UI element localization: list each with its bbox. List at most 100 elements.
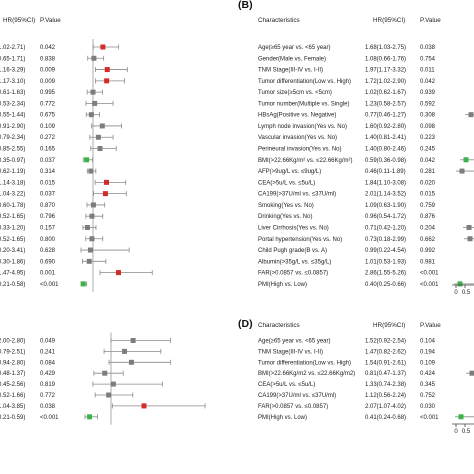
panel-b-ci-text: 1.08(0.66-1.76) xyxy=(365,56,406,62)
panel-b-ci-text: 1.72(1.02-2.90) xyxy=(365,79,406,85)
panel-a-ci-text: 1.02-2.71) xyxy=(0,45,25,51)
panel-b-hr-point xyxy=(467,236,473,242)
panel-a-p-value: 0.800 xyxy=(40,237,56,243)
panel-b-label: (B) xyxy=(238,0,253,11)
panel-b-p-value: 0.245 xyxy=(420,147,436,153)
panel-b-row-label: BMI(>22.66Kg/m² vs. ≤22.66Kg/m²) xyxy=(258,158,353,164)
panel-b-row-label: Gender(Male vs. Female) xyxy=(258,56,326,62)
panel-b-row-label: Drinking(Yes vs. No) xyxy=(258,214,312,220)
panel-c-hr-point xyxy=(141,403,147,409)
panel-d-p-value: 0.752 xyxy=(420,393,436,399)
panel-b-ci-text: 1.68(1.03-2.75) xyxy=(365,45,406,51)
panel-a-p-value: 0.690 xyxy=(40,259,56,265)
panel-a-hr-point xyxy=(88,168,94,174)
panel-b-hr-point xyxy=(466,224,472,230)
panel-b-hr-point xyxy=(457,281,463,287)
panel-a-hr-point xyxy=(87,247,93,253)
panel-a-p-value: 0.165 xyxy=(40,147,56,153)
panel-b-p-value: 0.981 xyxy=(420,259,436,265)
panel-d-ci-text: 2.07(1.07-4.02) xyxy=(365,404,406,410)
panel-d-row-label: BMI(>22.66Kg/m2 vs. ≤22.66Kg/m2) xyxy=(258,371,355,377)
panel-b-p-value: 0.011 xyxy=(420,68,435,74)
panel-b-ci-text: 0.59(0.36-0.98) xyxy=(365,158,406,164)
panel-a-p-value: 0.037 xyxy=(40,192,56,198)
panel-b-row-label: Smoking(Yes vs. No) xyxy=(258,203,314,209)
panel-a-ci-text: 0.79-2.34) xyxy=(0,135,25,141)
panel-d-row-label: PMI(High vs. Low) xyxy=(258,415,307,421)
panel-b-row-label: Perineural invasion(Yes vs. No) xyxy=(258,147,341,153)
panel-c-p-value: 0.241 xyxy=(40,349,56,355)
panel-d-tick-label-0: 0 xyxy=(454,429,458,435)
panel-d-ci-text: 1.47(0.82-2.62) xyxy=(365,349,406,355)
panel-b-row-label: TNM Stage(III-IV vs. I-II) xyxy=(258,68,323,74)
panel-a-hr-point xyxy=(84,157,90,163)
panel-a-p-value: 0.675 xyxy=(40,113,56,119)
panel-a-p-value: 0.838 xyxy=(40,56,56,62)
panel-b-row-label: Child Pugh grade(B vs. A) xyxy=(258,248,327,254)
panel-b-p-value: 0.939 xyxy=(420,90,436,96)
panel-b-row-label: Portal hypertension(Yes vs. No) xyxy=(258,237,342,243)
panel-c-ci-text: 0.94-2.80) xyxy=(0,360,25,366)
panel-a-hr-point xyxy=(90,89,96,95)
panel-b-ci-text: 0.96(0.54-1.72) xyxy=(365,214,406,220)
panel-a-ci-text: 0.55-1.44) xyxy=(0,113,25,119)
panel-a-p-value: 0.009 xyxy=(40,68,56,74)
panel-a-p-value: 0.109 xyxy=(40,124,56,130)
panel-c-p-value: 0.084 xyxy=(40,360,56,366)
panel-b-hr-point xyxy=(468,112,474,118)
panel-a-p-value: 0.272 xyxy=(40,135,56,141)
panel-b-ci-text: 2.86(1.55-5.26) xyxy=(365,271,406,277)
panel-c-hr-point xyxy=(87,414,93,420)
panel-c-p-value: 0.429 xyxy=(40,371,56,377)
panel-b-p-value: <0.001 xyxy=(420,282,439,288)
panel-a-p-value: 0.628 xyxy=(40,248,56,254)
panel-a-hr-point xyxy=(92,100,98,106)
panel-b-p-value: 0.020 xyxy=(420,180,436,186)
panel-d-p-value: 0.030 xyxy=(420,404,436,410)
panel-a-hr-point xyxy=(90,202,96,208)
panel-a-hr-point xyxy=(89,236,95,242)
panel-b-ci-text: 0.73(0.18-2.99) xyxy=(365,237,406,243)
panel-b-p-value: 0.038 xyxy=(420,45,436,51)
panel-b-row-label: Age(≥65 year vs. <65 year) xyxy=(258,45,331,51)
panel-d-hr-point xyxy=(458,414,464,420)
panel-a-hr-point xyxy=(102,191,108,197)
panel-b-row-label: AFP(>9ug/L vs. ≤9ug/L) xyxy=(258,169,321,175)
panel-b-ci-text: 1.09(0.63-1.90) xyxy=(365,203,406,209)
panel-c-hr-point xyxy=(130,338,136,343)
panel-d-characteristics-header: Characteristics xyxy=(258,322,300,329)
panel-a-p-header: P.Value xyxy=(40,17,61,24)
panel-c-hr-point xyxy=(128,359,134,365)
panel-a-hr-point xyxy=(86,258,92,264)
panel-b-p-header: P.Value xyxy=(420,17,441,24)
panel-b-ci-text: 1.23(0.58-2.57) xyxy=(365,101,406,107)
panel-a-p-value: 0.001 xyxy=(40,271,56,277)
panel-d-ci-text: 0.81(0.47-1.37) xyxy=(365,371,406,377)
panel-d-p-value: 0.109 xyxy=(420,360,436,366)
panel-b-row-label: Lymph node invasion(Yes vs. No) xyxy=(258,124,347,130)
panel-a-ci-text: 1.04-3.22) xyxy=(0,192,25,198)
panel-b-p-value: 0.015 xyxy=(420,192,436,198)
panel-c-ci-text: 0.52-1.66) xyxy=(0,393,25,399)
panel-b-row-label: HBsAg(Positive vs. Negative) xyxy=(258,113,336,119)
panel-d-p-value: 0.424 xyxy=(420,371,436,377)
panel-b-row-label: CEA(>5u/L vs. ≤5u/L) xyxy=(258,180,315,186)
panel-d-ci-header: HR(95%CI) xyxy=(373,322,405,329)
panel-b-ci-text: 1.40(0.81-2.41) xyxy=(365,135,406,141)
panel-d-ci-text: 1.54(0.91-2.61) xyxy=(365,360,406,366)
panel-a-ci-text: 1.17-3.10) xyxy=(0,79,25,85)
panel-c-ci-text: 0.45-2.56) xyxy=(0,382,25,388)
panel-a-hr-point xyxy=(80,281,86,287)
panel-d-row-label: Tumor differentiation(Low vs. High) xyxy=(258,360,351,366)
panel-b-row-label: CA199(>37U/ml vs. ≤37U/ml) xyxy=(258,192,336,198)
panel-a-ci-text: 0.91-2.90) xyxy=(0,124,25,130)
panel-a-ci-text: 0.30-1.86) xyxy=(0,259,25,265)
panel-d-row-label: CA199(>37U/ml vs. ≤37U/ml) xyxy=(258,393,336,399)
panel-c-ci-text: 2.00-2.80) xyxy=(0,339,25,345)
panel-b-ci-text: 1.40(0.80-2.46) xyxy=(365,147,406,153)
panel-b-p-value: 0.592 xyxy=(420,101,436,107)
panel-b-ci-text: 0.46(0.11-1.89) xyxy=(365,169,406,175)
panel-a-hr-point xyxy=(99,123,105,129)
panel-a-p-value: 0.015 xyxy=(40,180,56,186)
panel-b-row-label: Albumin(>35g/L vs. ≤35g/L) xyxy=(258,259,331,265)
